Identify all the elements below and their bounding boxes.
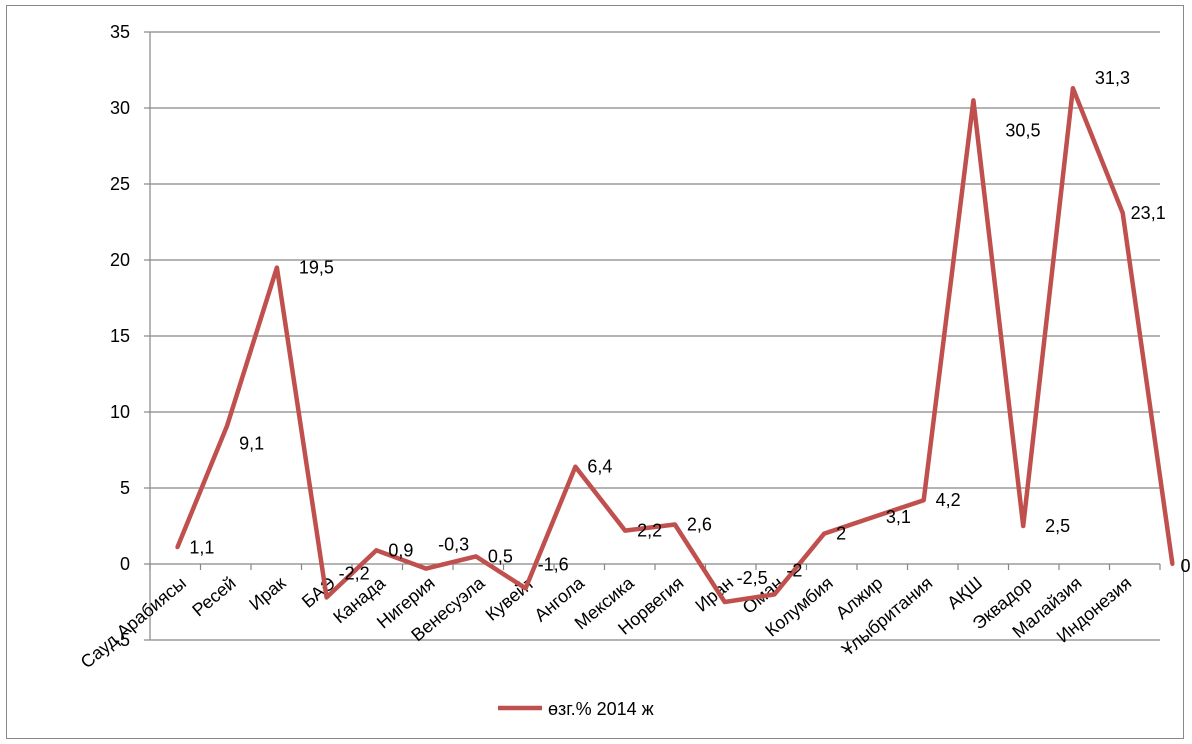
data-label: 0,9 [388, 540, 413, 560]
data-point [971, 98, 976, 103]
data-label: 4,2 [936, 490, 961, 510]
data-point [1070, 86, 1075, 91]
data-label: 6,4 [587, 457, 612, 477]
y-tick-label: -5 [114, 630, 130, 650]
data-label: 31,3 [1095, 68, 1130, 88]
data-label: -2,2 [339, 563, 370, 583]
y-tick-label: 15 [110, 326, 130, 346]
data-label: 3,1 [886, 507, 911, 527]
data-label: -1,6 [538, 554, 569, 574]
y-tick-label: 10 [110, 402, 130, 422]
legend: өзг.% 2014 ж [498, 699, 654, 719]
data-label: 0 [1180, 556, 1190, 576]
data-point [473, 554, 478, 559]
data-label: 9,1 [239, 434, 264, 454]
y-tick-label: 30 [110, 98, 130, 118]
data-point [573, 464, 578, 469]
data-label: 19,5 [299, 258, 334, 278]
series-group [175, 85, 1175, 605]
data-point [672, 522, 677, 527]
data-point [1120, 210, 1125, 215]
data-label: -2,5 [737, 568, 768, 588]
data-label: 23,1 [1131, 203, 1166, 223]
x-tick-label: Ресей [188, 573, 239, 621]
data-point [175, 545, 180, 550]
data-point [225, 423, 230, 428]
data-point [523, 586, 528, 591]
data-label: -0,3 [438, 535, 469, 555]
data-labels: 1,1 9,1 19,5 -2,2 0,9 -0,3 0,5 -1,6 6,4 2,2 2,6 -2,… [189, 68, 1190, 588]
y-tick-label: 35 [110, 22, 130, 42]
data-label: 0,5 [488, 546, 513, 566]
data-label: 2,6 [687, 514, 712, 534]
x-tick-label: АҚШ [943, 573, 986, 613]
data-point [374, 548, 379, 553]
y-tick-label: 0 [120, 554, 130, 574]
chart-frame [6, 5, 1184, 739]
data-point [1021, 524, 1026, 528]
data-label: 2,5 [1045, 516, 1070, 536]
y-tick-label: 20 [110, 250, 130, 270]
data-label: 30,5 [1005, 120, 1040, 140]
legend-label: өзг.% 2014 ж [548, 699, 654, 719]
data-point [623, 528, 628, 533]
data-label: -2 [786, 560, 802, 580]
y-axis-tick-labels: 35 30 25 20 15 10 5 0 -5 [110, 22, 130, 650]
data-point [871, 514, 876, 519]
axes [149, 32, 1161, 640]
data-point [324, 595, 329, 600]
x-tick-label: Ирак [245, 573, 289, 615]
y-tick-label: 5 [120, 478, 130, 498]
data-label: 2,2 [637, 521, 662, 541]
data-point [424, 566, 429, 571]
data-point [921, 498, 926, 503]
x-tick-label: Иран [692, 573, 738, 616]
data-point [722, 600, 727, 604]
data-label: 2 [836, 524, 846, 544]
data-point [822, 531, 827, 536]
x-tick-label: Сауд Арабиясы [77, 573, 190, 673]
data-label: 1,1 [189, 537, 214, 557]
data-point [772, 592, 777, 597]
y-tick-label: 25 [110, 174, 130, 194]
data-point [274, 265, 279, 270]
data-point [1170, 562, 1175, 566]
